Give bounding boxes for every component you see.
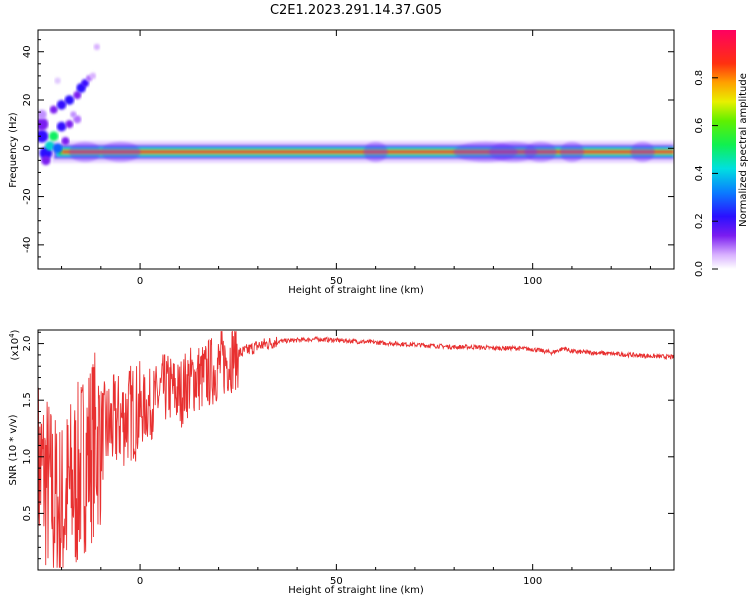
spectrogram-y-tick-label-0: 40 (22, 45, 33, 58)
colorbar-label: Normalized spectral amplitude (738, 73, 749, 227)
spectrogram-y-tick-label-1: 20 (22, 94, 33, 107)
noise-blob-20 (38, 109, 47, 120)
snr-x-label: Height of straight line (km) (288, 585, 424, 596)
noise-blob-13 (64, 95, 75, 105)
spectrogram-x-tick-label-1: 50 (330, 276, 343, 287)
colorbar: 0.0 0.2 0.4 0.6 0.8 Normalized spectral ampl… (694, 30, 749, 277)
snr-x-tick-label-2: 100 (523, 576, 542, 587)
noise-blob-8 (41, 155, 51, 166)
noise-blob-3 (48, 131, 59, 142)
noise-blob-5 (56, 121, 67, 132)
colorbar-tick-label-1: 0.2 (694, 213, 705, 229)
spectrogram-frame (37, 29, 675, 270)
noise-blob-12 (56, 100, 67, 110)
spectrogram-x-label: Height of straight line (km) (288, 285, 424, 296)
band-bump-1 (489, 141, 538, 162)
snr-x-tick-label-0: 0 (137, 576, 143, 587)
snr-x-tick-label-1: 50 (330, 576, 343, 587)
noise-blob-9 (65, 120, 74, 129)
figure-title: C2E1.2023.291.14.37.G05 (270, 3, 442, 18)
spectrogram-y-tick-label-3: -20 (22, 188, 33, 204)
noise-blob-6 (61, 137, 70, 146)
noise-blob-21 (54, 77, 61, 84)
band-bump-2 (524, 141, 557, 162)
snr-multiplier-close: ) (10, 329, 21, 333)
spectrogram-panel: 0 50 100 40 20 0 -20 -40 Height of straight lin… (8, 29, 675, 296)
snr-y-tick-label-3: 2.0 (22, 336, 33, 352)
spectrogram-y-tick-label-2: 0 (22, 145, 33, 151)
snr-series-line (38, 330, 674, 568)
snr-panel: 0 50 100 0.5 1.0 1.5 2.0 Height of straight li… (8, 329, 675, 596)
spectrogram-x-tick-label-0: 0 (137, 276, 143, 287)
noise-blob-4 (52, 143, 63, 154)
snr-y-tick-label-2: 1.5 (22, 392, 33, 408)
spectrogram-x-tick-label-2: 100 (523, 276, 542, 287)
snr-plot-area (38, 330, 674, 570)
band-bump-4 (100, 141, 141, 162)
noise-blob-10 (73, 115, 82, 124)
band-bump-7 (630, 141, 655, 162)
colorbar-tick-label-2: 0.4 (694, 165, 705, 181)
noise-blob-22 (70, 111, 77, 118)
spectrogram-y-label: Frequency (Hz) (8, 112, 19, 188)
band-bump-3 (363, 141, 388, 162)
colorbar-gradient (712, 30, 736, 269)
colorbar-tick-label-4: 0.8 (694, 70, 705, 86)
snr-frame (37, 329, 675, 571)
noise-blob-18 (93, 43, 101, 51)
noise-blob-0 (38, 129, 49, 143)
colorbar-tick-label-0: 0.0 (694, 261, 705, 277)
noise-blob-14 (73, 91, 82, 100)
snr-y-tick-label-0: 0.5 (22, 505, 33, 521)
noise-blob-19 (89, 72, 97, 80)
snr-multiplier-base: (x10 (10, 338, 21, 361)
snr-multiplier: (x104) (8, 329, 21, 360)
snr-multiplier-exp: 4 (8, 333, 16, 338)
snr-y-label: SNR (10 * v/v) (8, 414, 19, 485)
band-bump-5 (69, 141, 102, 162)
noise-blob-11 (49, 105, 58, 114)
noise-blob-2 (44, 141, 55, 151)
spectrogram-y-tick-label-4: -40 (22, 237, 33, 253)
colorbar-tick-label-3: 0.6 (694, 118, 705, 134)
band-bump-6 (559, 141, 584, 162)
noise-blob-7 (38, 117, 49, 131)
snr-y-tick-label-1: 1.0 (22, 449, 33, 465)
noise-blob-16 (81, 79, 90, 88)
